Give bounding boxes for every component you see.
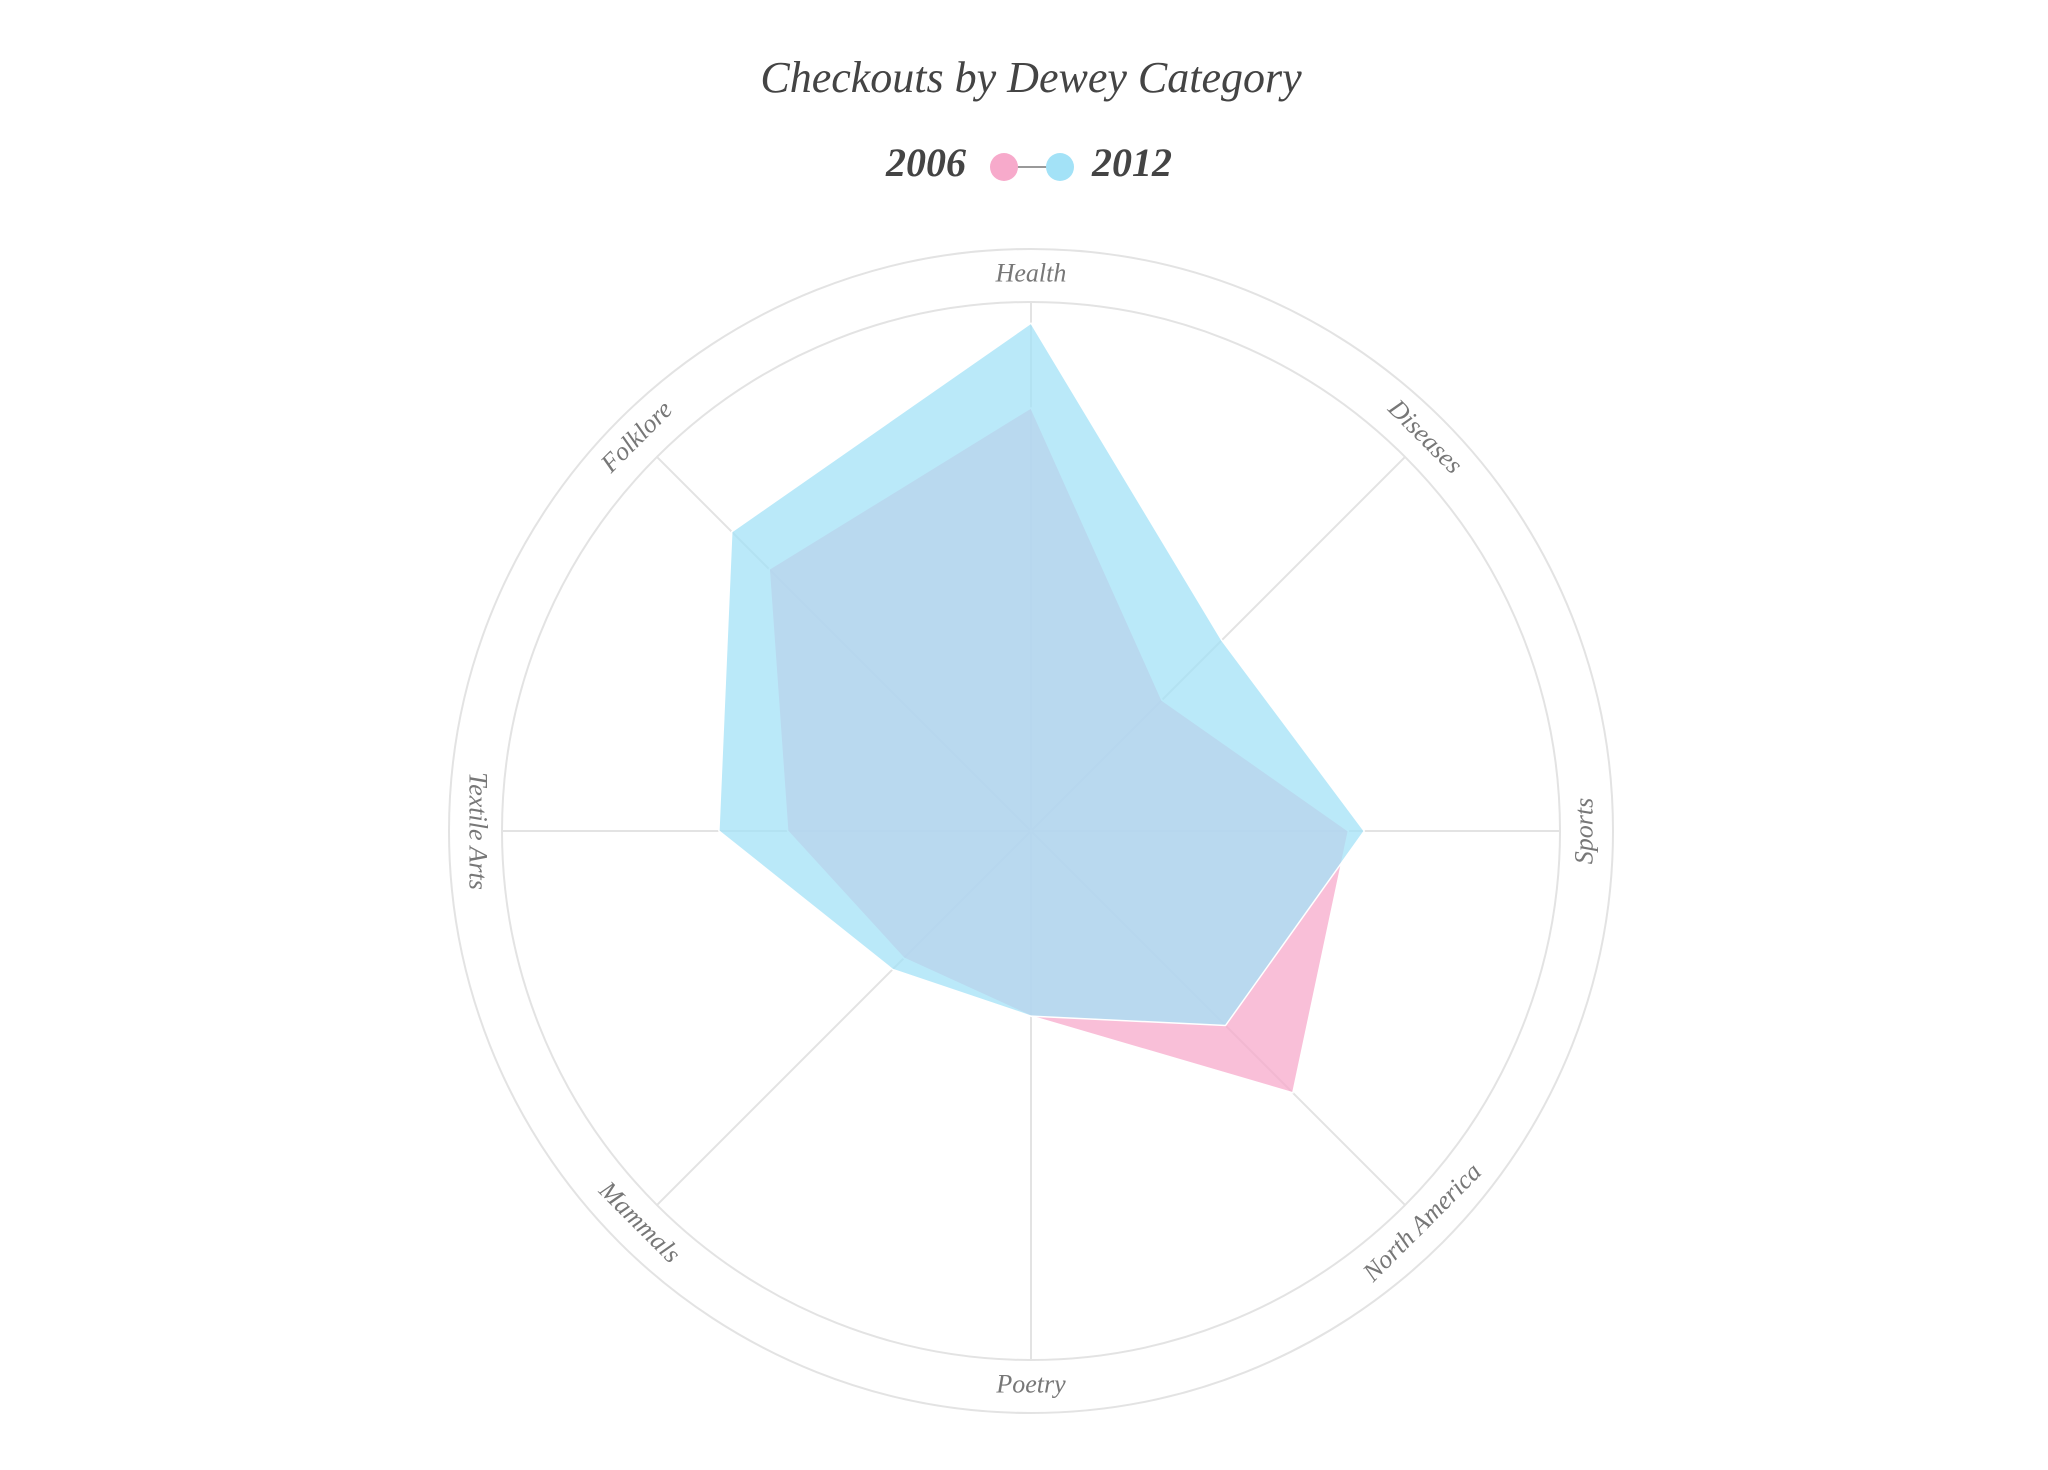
category-label: Poetry xyxy=(995,1369,1066,1398)
chart-title: Checkouts by Dewey Category xyxy=(760,53,1302,102)
category-label: Health xyxy=(995,258,1067,287)
legend-label: 2006 xyxy=(885,140,966,185)
legend-marker xyxy=(1046,153,1074,181)
category-label: Textile Arts xyxy=(464,772,493,890)
legend-marker xyxy=(990,153,1018,181)
outer-ring xyxy=(448,248,1614,1414)
category-label: Sports xyxy=(1569,798,1598,864)
series-area xyxy=(718,322,1366,1027)
legend-label: 2012 xyxy=(1091,140,1172,185)
